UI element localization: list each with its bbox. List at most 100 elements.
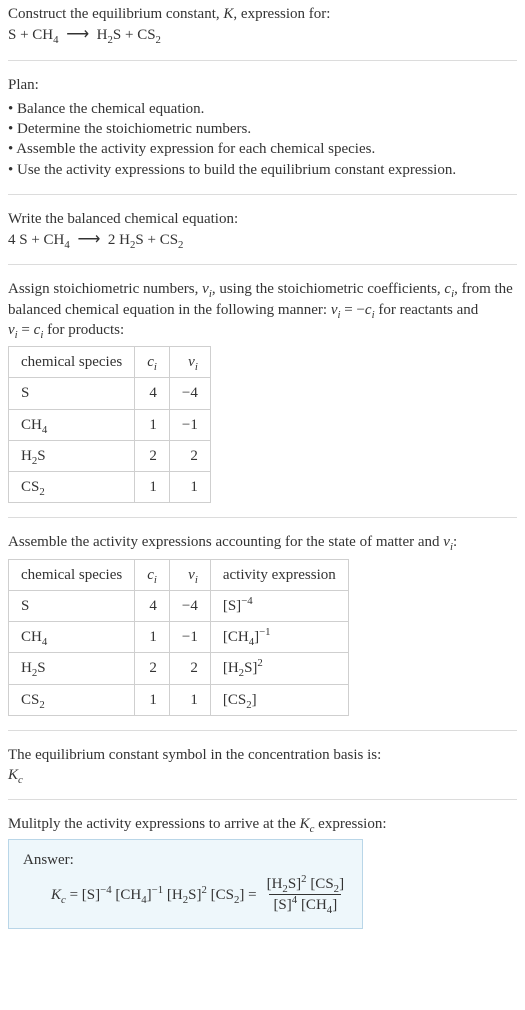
intro-block: Construct the equilibrium constant, K, e… (8, 4, 517, 46)
assemble-block: Assemble the activity expressions accoun… (8, 532, 517, 716)
page-root: Construct the equilibrium constant, K, e… (0, 0, 525, 949)
intro-line1: Construct the equilibrium constant, K, e… (8, 4, 517, 24)
separator (8, 730, 517, 731)
activity-table: chemical species ci νi activity expressi… (8, 559, 349, 716)
answer-fraction: [H2S]2 [CS2] [S]4 [CH4] (263, 876, 348, 914)
separator (8, 799, 517, 800)
col-activity: activity expression (210, 559, 348, 590)
cell-vi: 1 (169, 684, 210, 715)
separator (8, 194, 517, 195)
plan-block: Plan: Balance the chemical equation. Det… (8, 75, 517, 180)
cell-species: H2S (9, 440, 135, 471)
table-header-row: chemical species ci νi activity expressi… (9, 559, 349, 590)
cell-activity: [CS2] (210, 684, 348, 715)
table-header-row: chemical species ci νi (9, 347, 211, 378)
basis-line1: The equilibrium constant symbol in the c… (8, 745, 517, 765)
cell-ci: 1 (135, 622, 170, 653)
separator (8, 60, 517, 61)
arrow-icon: ⟶ (62, 26, 93, 43)
eq-rhs-s: S + CS (113, 27, 156, 43)
assign-e: for products: (43, 322, 124, 338)
intro-K: K (223, 6, 233, 22)
arrow-icon: ⟶ (74, 231, 105, 248)
assemble-b: : (453, 534, 457, 550)
multiply-b: expression: (314, 816, 386, 832)
separator (8, 264, 517, 265)
table-row: S 4 −4 [S]−4 (9, 590, 349, 621)
cell-species: S (9, 590, 135, 621)
intro-text-b: , expression for: (233, 6, 330, 22)
bal-rhs-a: 2 H (108, 232, 130, 248)
assign-b: , using the stoichiometric coefficients, (212, 281, 445, 297)
cell-vi: −4 (169, 378, 210, 409)
plan-item: Balance the chemical equation. (8, 99, 517, 119)
table-row: S 4 −4 (9, 378, 211, 409)
bal-lhs-a: 4 S + CH (8, 232, 64, 248)
eq-rhs-h: H (97, 27, 108, 43)
cell-activity: [CH4]−1 (210, 622, 348, 653)
table-row: CH4 1 −1 (9, 409, 211, 440)
separator (8, 517, 517, 518)
fraction-denominator: [S]4 [CH4] (269, 894, 341, 914)
eq-rhs-cs2-sub: 2 (156, 34, 161, 46)
cell-ci: 1 (135, 472, 170, 503)
cell-species: CS2 (9, 684, 135, 715)
intro-text-a: Construct the equilibrium constant, (8, 6, 223, 22)
cell-activity: [S]−4 (210, 590, 348, 621)
rel2-nu: ν (8, 322, 15, 338)
col-species: chemical species (9, 347, 135, 378)
cell-species: S (9, 378, 135, 409)
cell-activity: [H2S]2 (210, 653, 348, 684)
answer-label: Answer: (23, 850, 348, 870)
col-ci: ci (135, 347, 170, 378)
bal-rhs-cs2-sub: 2 (178, 239, 183, 251)
assign-a: Assign stoichiometric numbers, (8, 281, 202, 297)
table-row: CS2 1 1 (9, 472, 211, 503)
cell-vi: 2 (169, 653, 210, 684)
rel1-c: c (365, 302, 372, 318)
cell-vi: −1 (169, 622, 210, 653)
cell-ci: 4 (135, 590, 170, 621)
cell-species: CH4 (9, 622, 135, 653)
assemble-a: Assemble the activity expressions accoun… (8, 534, 443, 550)
table-row: CH4 1 −1 [CH4]−1 (9, 622, 349, 653)
table-row: CS2 1 1 [CS2] (9, 684, 349, 715)
cell-ci: 4 (135, 378, 170, 409)
cell-vi: −4 (169, 590, 210, 621)
cell-vi: −1 (169, 409, 210, 440)
balanced-equation: 4 S + CH4 ⟶ 2 H2S + CS2 (8, 229, 517, 250)
cell-vi: 2 (169, 440, 210, 471)
col-vi: νi (169, 347, 210, 378)
cell-species: CH4 (9, 409, 135, 440)
rel1-eq: = − (340, 302, 364, 318)
assign-block: Assign stoichiometric numbers, νi , using… (8, 279, 517, 503)
intro-equation: S + CH4 ⟶ H2S + CS2 (8, 24, 517, 45)
cell-ci: 1 (135, 684, 170, 715)
answer-equation: Kc = [S]−4 [CH4]−1 [H2S]2 [CS2] = [H2S]2… (23, 876, 348, 914)
rel2-eq: = (18, 322, 34, 338)
balanced-heading: Write the balanced chemical equation: (8, 209, 517, 229)
fraction-numerator: [H2S]2 [CS2] (263, 876, 348, 895)
col-species: chemical species (9, 559, 135, 590)
bal-lhs-sub: 4 (64, 239, 69, 251)
answer-kc: Kc = [S]−4 [CH4]−1 [H2S]2 [CS2] = (51, 885, 257, 905)
cell-ci: 2 (135, 440, 170, 471)
plan-heading: Plan: (8, 75, 517, 95)
cell-ci: 2 (135, 653, 170, 684)
multiply-block: Mulitply the activity expressions to arr… (8, 814, 517, 834)
balanced-block: Write the balanced chemical equation: 4 … (8, 209, 517, 251)
cell-species: H2S (9, 653, 135, 684)
col-vi: νi (169, 559, 210, 590)
assign-d: for reactants and (375, 302, 479, 318)
assemble-nu: ν (443, 534, 450, 550)
stoich-table: chemical species ci νi S 4 −4 CH4 1 −1 H… (8, 346, 211, 503)
col-ci: ci (135, 559, 170, 590)
table-row: H2S 2 2 [H2S]2 (9, 653, 349, 684)
table-row: H2S 2 2 (9, 440, 211, 471)
plan-list: Balance the chemical equation. Determine… (8, 99, 517, 180)
cell-vi: 1 (169, 472, 210, 503)
eq-lhs-a: S + CH (8, 27, 53, 43)
plan-item: Assemble the activity expression for eac… (8, 139, 517, 159)
assign-nu: ν (202, 281, 209, 297)
cell-ci: 1 (135, 409, 170, 440)
